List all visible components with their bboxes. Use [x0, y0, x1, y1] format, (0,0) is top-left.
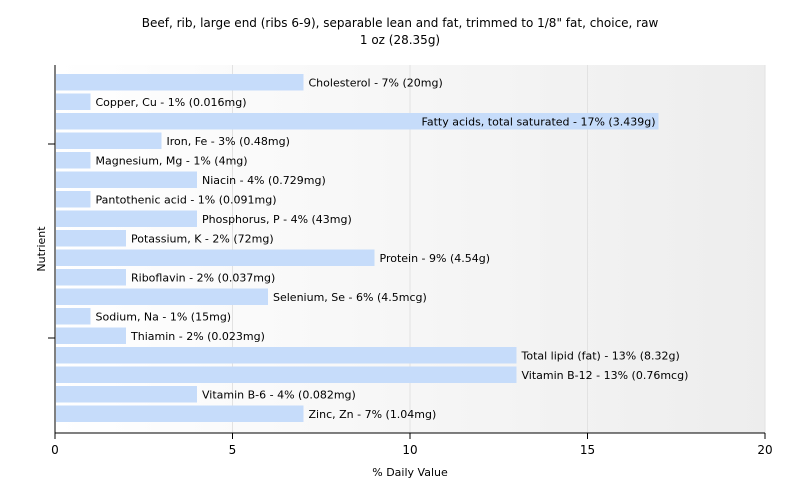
- y-axis-title: Nutrient: [35, 226, 48, 272]
- bar: [56, 269, 126, 286]
- bar-label: Magnesium, Mg - 1% (4mg): [96, 154, 248, 167]
- bar-label: Protein - 9% (4.54g): [380, 252, 491, 265]
- bar: [56, 191, 91, 208]
- bars: Cholesterol - 7% (20mg) Copper, Cu - 1% (…: [56, 74, 688, 422]
- bar: [56, 249, 375, 266]
- x-axis-title: % Daily Value: [372, 466, 448, 479]
- chart-subtitle: 1 oz (28.35g): [360, 33, 440, 47]
- x-axis-ticks: 0 5 10 15 20: [51, 433, 773, 457]
- bar-label: Zinc, Zn - 7% (1.04mg): [309, 408, 437, 421]
- bar: [56, 288, 268, 305]
- x-tick-label: 10: [402, 443, 417, 457]
- bar: [56, 132, 162, 149]
- bar: [56, 366, 517, 383]
- bar: [56, 93, 91, 110]
- bar-label: Cholesterol - 7% (20mg): [309, 76, 443, 89]
- bar: [56, 74, 304, 91]
- bar-label: Fatty acids, total saturated - 17% (3.43…: [422, 115, 656, 128]
- x-tick-label: 15: [580, 443, 595, 457]
- bar: [56, 386, 197, 403]
- bar: [56, 171, 197, 188]
- bar-label: Pantothenic acid - 1% (0.091mg): [96, 193, 277, 206]
- bar: [56, 347, 517, 364]
- x-tick-label: 20: [757, 443, 772, 457]
- bar-label: Phosphorus, P - 4% (43mg): [202, 213, 352, 226]
- bar: [56, 210, 197, 227]
- bar: [56, 152, 91, 169]
- chart-title: Beef, rib, large end (ribs 6-9), separab…: [142, 16, 659, 30]
- bar-label: Potassium, K - 2% (72mg): [131, 232, 274, 245]
- bar-label: Selenium, Se - 6% (4.5mcg): [273, 291, 427, 304]
- bar: [56, 113, 659, 130]
- bar-label: Vitamin B-6 - 4% (0.082mg): [202, 388, 356, 401]
- bar: [56, 308, 91, 325]
- bar-label: Sodium, Na - 1% (15mg): [96, 310, 232, 323]
- bar: [56, 405, 304, 422]
- bar-label: Vitamin B-12 - 13% (0.76mcg): [522, 369, 689, 382]
- bar-label: Iron, Fe - 3% (0.48mg): [167, 135, 290, 148]
- bar-label: Copper, Cu - 1% (0.016mg): [96, 96, 247, 109]
- x-tick-label: 5: [229, 443, 237, 457]
- bar-label: Total lipid (fat) - 13% (8.32g): [521, 349, 680, 362]
- bar: [56, 327, 126, 344]
- bar-label: Niacin - 4% (0.729mg): [202, 174, 326, 187]
- bar-label: Riboflavin - 2% (0.037mg): [131, 271, 275, 284]
- bar-label: Thiamin - 2% (0.023mg): [130, 330, 265, 343]
- bar: [56, 230, 126, 247]
- x-tick-label: 0: [51, 443, 59, 457]
